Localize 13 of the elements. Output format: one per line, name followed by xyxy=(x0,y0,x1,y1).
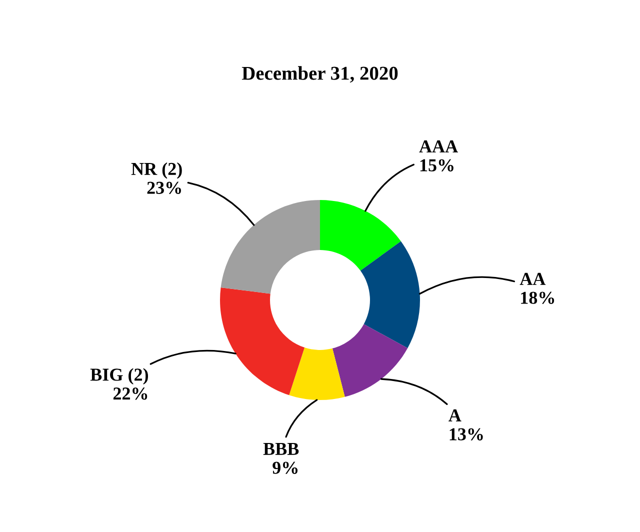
data-label: 13% xyxy=(450,428,483,440)
data-label: 23% xyxy=(147,182,181,194)
slice-label: NR (2) xyxy=(131,162,182,179)
chart-title: December 31, 2020 xyxy=(242,66,398,83)
data-label: 22% xyxy=(113,388,148,400)
slice-label: AA xyxy=(520,272,546,285)
slice-label: BIG (2) xyxy=(90,368,148,384)
data-label: 18% xyxy=(521,292,554,304)
data-label: 9% xyxy=(272,462,298,474)
slice-label: BBB xyxy=(263,443,299,455)
slice-label: A xyxy=(448,409,462,422)
slice-label: AAA xyxy=(419,140,458,152)
data-label: 15% xyxy=(420,159,454,172)
